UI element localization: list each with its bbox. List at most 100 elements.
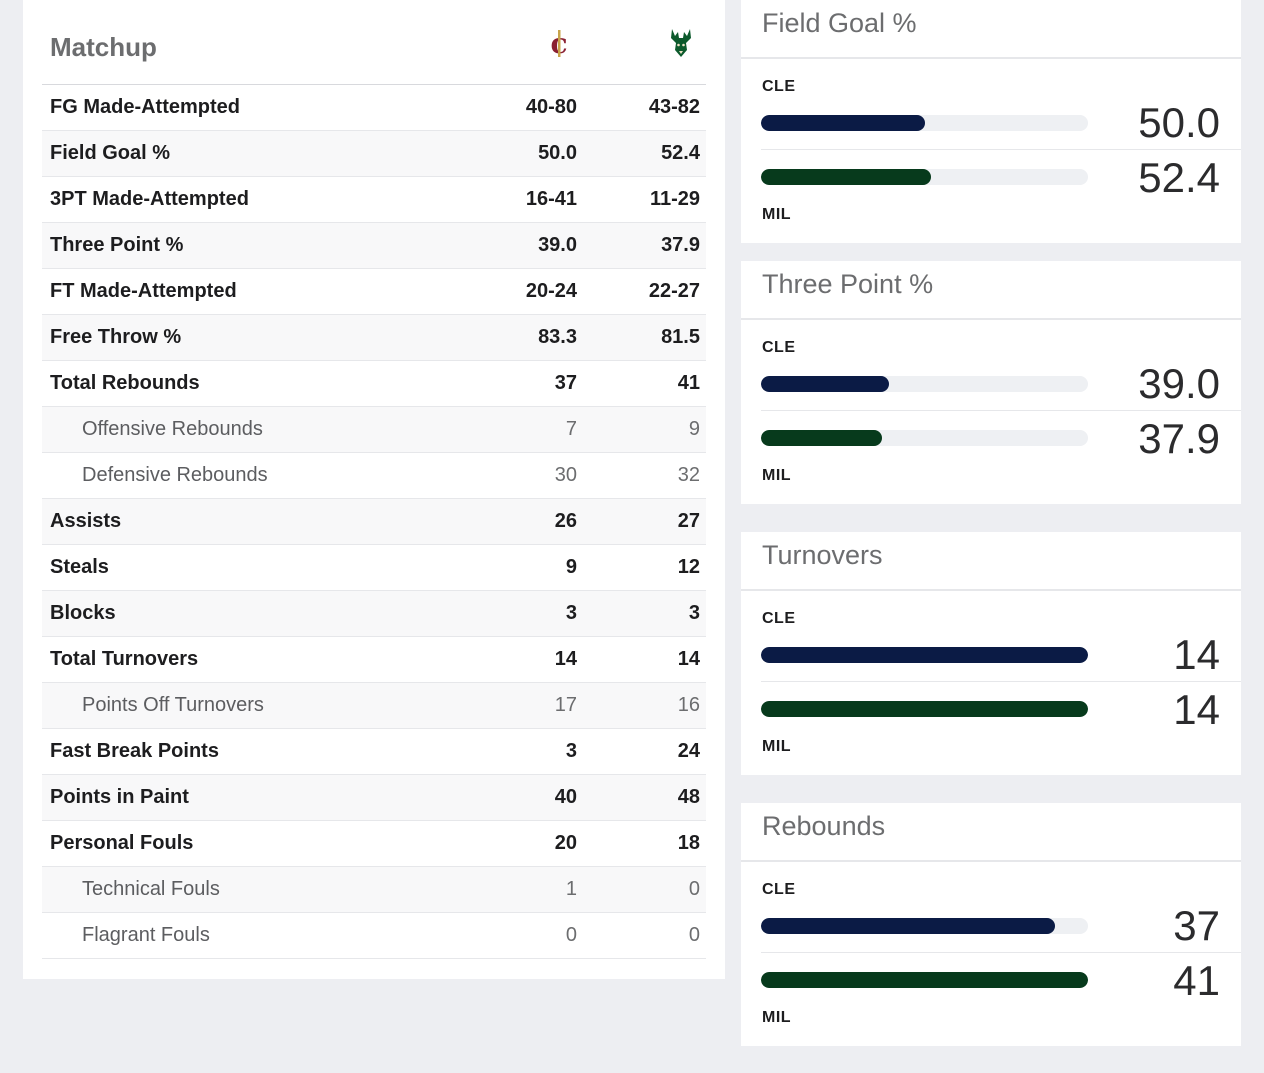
stat-value-mil: 43-82 xyxy=(648,96,700,118)
divider xyxy=(761,410,1241,411)
comparison-value-cle: 50.0 xyxy=(1138,99,1220,146)
stat-value-cle: 16-41 xyxy=(525,188,577,210)
comparison-card: Turnovers CLE 14 14 MIL xyxy=(741,532,1241,775)
stat-label: Defensive Rebounds xyxy=(82,464,268,486)
stat-value-mil: 52.4 xyxy=(661,142,700,164)
stat-row: Points in Paint 40 48 xyxy=(42,775,706,821)
matchup-stats-card: Matchup c FG Made-Attempted 40-80 43-82 Fie… xyxy=(23,0,725,979)
stat-value-mil: 81.5 xyxy=(661,326,700,348)
comparison-value-cle: 39.0 xyxy=(1138,360,1220,407)
stat-row: Offensive Rebounds 7 9 xyxy=(42,407,706,453)
stat-label: Offensive Rebounds xyxy=(82,418,263,440)
stat-row: 3PT Made-Attempted 16-41 11-29 xyxy=(42,177,706,223)
stat-label: FT Made-Attempted xyxy=(50,280,237,302)
stat-value-cle: 14 xyxy=(554,648,577,670)
stat-value-mil: 16 xyxy=(677,694,700,716)
comparison-title: Three Point % xyxy=(762,269,934,299)
stat-row: Field Goal % 50.0 52.4 xyxy=(42,131,706,177)
comparison-card-header: Turnovers xyxy=(741,532,1241,591)
stat-label: Total Turnovers xyxy=(50,648,199,670)
stat-value-mil: 14 xyxy=(677,648,700,670)
stat-label: Three Point % xyxy=(50,234,184,256)
stat-row: Defensive Rebounds 30 32 xyxy=(42,453,706,499)
bar-fill-mil xyxy=(761,169,932,185)
stat-value-cle: 83.3 xyxy=(538,326,577,348)
comparison-value-mil: 37.9 xyxy=(1138,415,1220,462)
stat-row: Free Throw % 83.3 81.5 xyxy=(42,315,706,361)
stat-row: Total Rebounds 37 41 xyxy=(42,361,706,407)
team-abbr-cle: CLE xyxy=(762,610,796,627)
stat-value-cle: 7 xyxy=(565,418,577,440)
stat-label: Personal Fouls xyxy=(50,832,194,854)
stat-row: Flagrant Fouls 0 0 xyxy=(42,913,706,959)
team-abbr-cle: CLE xyxy=(762,78,796,95)
stat-value-mil: 24 xyxy=(677,740,700,762)
comparison-card-body: CLE 37 41 MIL xyxy=(741,862,1241,1046)
comparison-title: Rebounds xyxy=(762,811,886,841)
stat-value-mil: 27 xyxy=(677,510,700,532)
team-abbr-mil: MIL xyxy=(762,1009,792,1026)
comparison-card-body: CLE 14 14 MIL xyxy=(741,591,1241,775)
stat-row: Blocks 3 3 xyxy=(42,591,706,637)
stat-value-mil: 9 xyxy=(688,418,700,440)
team-abbr-mil: MIL xyxy=(762,738,792,755)
stat-value-cle: 40 xyxy=(554,786,577,808)
matchup-rows: FG Made-Attempted 40-80 43-82 Field Goal % 5… xyxy=(42,85,706,959)
stat-label: Assists xyxy=(50,510,122,532)
stat-label: Blocks xyxy=(50,602,116,624)
stat-row: Points Off Turnovers 17 16 xyxy=(42,683,706,729)
comparison-bar-mil xyxy=(761,169,1088,185)
bar-fill-cle xyxy=(761,115,925,131)
stat-value-mil: 22-27 xyxy=(648,280,700,302)
stat-row: Steals 9 12 xyxy=(42,545,706,591)
stat-value-mil: 32 xyxy=(677,464,700,486)
stat-value-cle: 40-80 xyxy=(525,96,577,118)
comparison-bar-mil xyxy=(761,430,1088,446)
comparison-card: Field Goal % CLE 50.0 52.4 MIL xyxy=(741,0,1241,243)
stat-label: FG Made-Attempted xyxy=(50,96,240,118)
team-abbr-mil: MIL xyxy=(762,206,792,223)
team-abbr-cle: CLE xyxy=(762,881,796,898)
comparison-bar-cle xyxy=(761,918,1088,934)
stat-value-cle: 20-24 xyxy=(525,280,577,302)
bar-fill-mil xyxy=(761,430,882,446)
stat-row: Technical Fouls 1 0 xyxy=(42,867,706,913)
comparison-title: Turnovers xyxy=(762,540,883,570)
comparison-bar-mil xyxy=(761,701,1088,717)
stat-value-cle: 0 xyxy=(565,924,577,946)
stat-value-mil: 12 xyxy=(677,556,700,578)
stat-value-mil: 3 xyxy=(688,602,700,624)
comparison-card-header: Rebounds xyxy=(741,803,1241,862)
cavaliers-logo-icon: c xyxy=(544,26,574,60)
comparison-value-cle: 37 xyxy=(1173,902,1220,949)
stat-label: Total Rebounds xyxy=(50,372,200,394)
bar-fill-cle xyxy=(761,647,1088,663)
stat-value-cle: 9 xyxy=(565,556,577,578)
comparison-card-body: CLE 50.0 52.4 MIL xyxy=(741,59,1241,243)
stat-label: 3PT Made-Attempted xyxy=(50,188,249,210)
stat-value-cle: 3 xyxy=(565,602,577,624)
stat-value-cle: 1 xyxy=(565,878,577,900)
comparison-value-mil: 52.4 xyxy=(1138,154,1220,201)
bar-fill-cle xyxy=(761,918,1056,934)
comparison-title: Field Goal % xyxy=(762,8,917,38)
stat-value-mil: 0 xyxy=(688,878,700,900)
comparison-bar-cle xyxy=(761,115,1088,131)
comparison-card-body: CLE 39.0 37.9 MIL xyxy=(741,320,1241,504)
comparison-card-header: Three Point % xyxy=(741,261,1241,320)
stat-row: Fast Break Points 3 24 xyxy=(42,729,706,775)
stat-value-cle: 3 xyxy=(565,740,577,762)
team-abbr-mil: MIL xyxy=(762,467,792,484)
stat-value-cle: 37 xyxy=(554,372,577,394)
comparison-value-mil: 41 xyxy=(1173,957,1220,1004)
comparison-value-mil: 14 xyxy=(1173,686,1220,733)
stat-value-mil: 37.9 xyxy=(661,234,700,256)
stat-value-mil: 18 xyxy=(677,832,700,854)
stat-label: Points in Paint xyxy=(50,786,189,808)
comparison-bar-mil xyxy=(761,972,1088,988)
stat-row: FT Made-Attempted 20-24 22-27 xyxy=(42,269,706,315)
stat-value-mil: 48 xyxy=(677,786,700,808)
stat-label: Steals xyxy=(50,556,109,578)
comparison-card: Three Point % CLE 39.0 37.9 MIL xyxy=(741,261,1241,504)
stat-value-cle: 17 xyxy=(554,694,577,716)
